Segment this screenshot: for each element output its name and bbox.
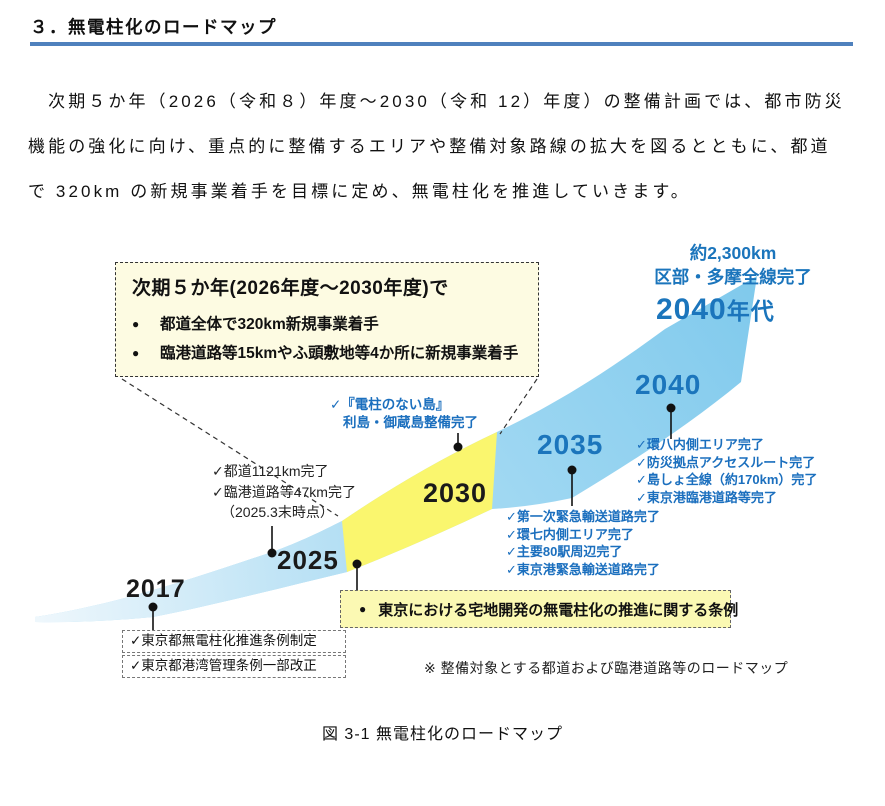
note-line: （2025.3末時点） [221, 504, 334, 520]
callout-pointer-right [499, 378, 538, 435]
next-5-years-callout-box: 次期５か年(2026年度～2030年度)で ● 都道全体で320km新規事業着手… [115, 262, 539, 377]
milestone-stems [152, 410, 672, 631]
bullet-icon: ● [132, 346, 140, 360]
summit-line: 約2,300km [689, 243, 777, 263]
roadmap-footnote: ※ 整備対象とする都道および臨港道路等のロードマップ [424, 660, 789, 676]
title-underline [30, 42, 853, 46]
intro-paragraph-line: 次期５か年（2026（令和８）年度～2030（令和 12）年度）の整備計画では、… [28, 92, 845, 111]
year-label-2040s-suffix: 年代 [726, 298, 775, 324]
callout-heading: 次期５か年(2026年度～2030年度)で [132, 278, 449, 299]
callout-bullet-text: 臨港道路等15kmやふ頭敷地等4か所に新規事業着手 [160, 345, 519, 362]
note-line: ✓都道1121km完了 [212, 463, 329, 479]
year-label-2035: 2035 [537, 429, 604, 460]
note-line: ✓臨港道路等47km完了 [212, 483, 356, 500]
roadmap-band-left-light [35, 521, 347, 623]
note-line: ✓環七内側エリア完了 [506, 526, 634, 542]
bullet-icon: ● [359, 602, 367, 616]
callout-bullet-text: 都道全体で320km新規事業着手 [160, 316, 379, 333]
notes-2040: ✓環八内側エリア完了 ✓防災拠点アクセスルート完了 ✓島しょ全線（約170km）… [636, 436, 817, 506]
bullet-icon: ● [132, 317, 140, 331]
island-note: ✓『電柱のない島』 利島・御蔵島整備完了 [330, 396, 478, 431]
housing-ordinance-text: 東京における宅地開発の無電柱化の推進に関する条例 [378, 601, 739, 619]
summit-annotation: 約2,300km 区部・多摩全線完了 [628, 241, 838, 289]
intro-paragraph-line: 機能の強化に向け、重点的に整備するエリアや整備対象路線の拡大を図るとともに、都道 [28, 137, 831, 156]
figure-caption: 図 3-1 無電柱化のロードマップ [321, 726, 564, 743]
note-line: ✓第一次緊急輸送道路完了 [506, 509, 660, 524]
island-note-line: 利島・御蔵島整備完了 [343, 414, 478, 430]
year-label-2017: 2017 [126, 575, 186, 603]
note-line: ✓島しょ全線（約170km）完了 [636, 472, 818, 487]
year-label-2040s: 2040年代 [656, 292, 775, 327]
note-line: ✓環八内側エリア完了 [636, 437, 764, 452]
section-title: ３．無電柱化のロードマップ [30, 17, 277, 37]
notes-2035: ✓第一次緊急輸送道路完了 ✓環七内側エリア完了 ✓主要80駅周辺完了 ✓東京港緊… [506, 508, 660, 578]
notes-2025: ✓都道1121km完了 ✓臨港道路等47km完了 （2025.3末時点） [212, 461, 356, 523]
milestone-dots [148, 403, 676, 612]
housing-ordinance-box: ● 東京における宅地開発の無電柱化の推進に関する条例 [340, 590, 738, 628]
year-label-2025: 2025 [277, 545, 339, 575]
note-line: ✓主要80駅周辺完了 [506, 544, 623, 559]
island-note-line: ✓『電柱のない島』 [330, 397, 450, 412]
note-line: ✓東京港緊急輸送道路完了 [506, 561, 660, 577]
ordinance-2017-box: ✓東京都無電柱化推進条例制定 [122, 630, 346, 653]
note-line: ✓防災拠点アクセスルート完了 [636, 454, 816, 470]
year-label-2030: 2030 [423, 478, 488, 508]
note-line: ✓東京港臨港道路等完了 [636, 489, 777, 505]
ordinance-2017-box: ✓東京都港湾管理条例一部改正 [122, 655, 346, 678]
summit-line: 区部・多摩全線完了 [654, 267, 812, 287]
year-label-2040s-number: 2040 [656, 293, 727, 326]
year-label-2040: 2040 [635, 369, 702, 400]
intro-paragraph-line: で 320km の新規事業着手を目標に定め、無電柱化を推進していきます。 [28, 182, 691, 201]
roadmap-band-yellow-segment [342, 432, 497, 572]
roadmap-band-blue [35, 276, 757, 623]
callout-pointer-left [121, 378, 339, 517]
